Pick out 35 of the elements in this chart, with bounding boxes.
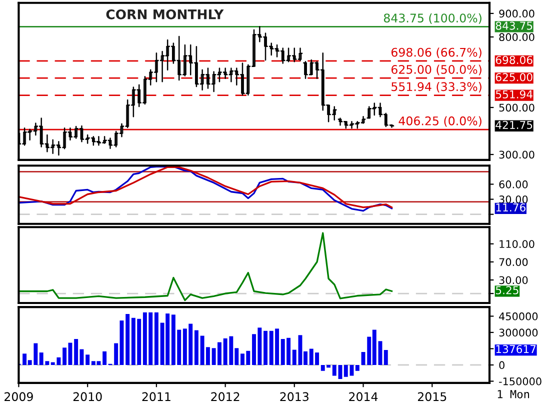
text: 421.75 bbox=[496, 120, 532, 130]
text: 137617 bbox=[496, 344, 536, 354]
y-tick-label: 70.00 bbox=[499, 258, 528, 266]
x-tick-label: 2013 bbox=[280, 392, 308, 402]
y-tick-label: 30.00 bbox=[499, 195, 528, 204]
y-tick-label: 800.00 bbox=[499, 33, 534, 42]
ref-line-label: 698.06 (66.7%) bbox=[391, 48, 482, 58]
y-tick-label: 500.00 bbox=[499, 104, 534, 112]
y-tick-label: 60.00 bbox=[499, 180, 528, 188]
y-tick-label: 0 bbox=[499, 361, 504, 370]
y-tick-label: -150000 bbox=[499, 377, 542, 386]
x-tick-label: 2012 bbox=[211, 392, 240, 402]
x-tick-label: 2010 bbox=[73, 392, 102, 402]
text: 698.06 bbox=[496, 56, 532, 64]
x-tick-label: 2011 bbox=[142, 392, 170, 402]
chart-title: CORN MONTHLY bbox=[106, 9, 224, 20]
ref-line-label: 406.25 (0.0%) bbox=[398, 116, 482, 127]
y-tick-label: 30.00 bbox=[499, 276, 528, 284]
x-tick-label: 2015 bbox=[418, 392, 446, 402]
y-tick-label: 110.00 bbox=[500, 240, 534, 248]
y-tick-label: 900.00 bbox=[499, 10, 534, 18]
text: 11.76 bbox=[496, 203, 526, 212]
ref-line-label: 843.75 (100.0%) bbox=[384, 13, 482, 24]
ref-line-label: 625.00 (50.0%) bbox=[391, 64, 482, 76]
y-tick-label: 300.00 bbox=[499, 150, 534, 159]
x-tick-label: 2014 bbox=[349, 392, 378, 402]
text: 625.00 bbox=[496, 73, 532, 82]
y-tick-label: 450000 bbox=[499, 312, 538, 320]
text: 551.94 bbox=[496, 90, 532, 98]
text: 1 Mon bbox=[498, 390, 530, 398]
x-tick-label: 2009 bbox=[4, 392, 33, 402]
ref-line-label: 551.94 (33.3%) bbox=[392, 82, 482, 92]
text: 5.25 bbox=[496, 286, 518, 294]
text: 843.75 bbox=[496, 22, 532, 30]
y-tick-label: 300000 bbox=[499, 328, 538, 337]
